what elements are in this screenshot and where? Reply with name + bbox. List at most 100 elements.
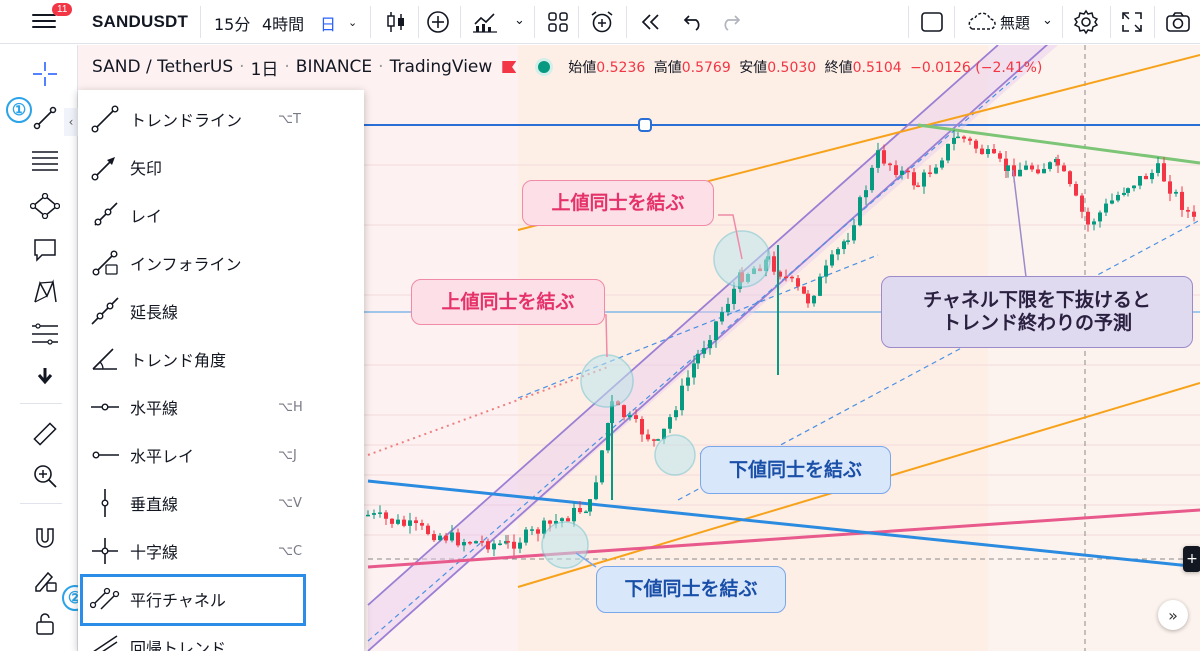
low-label: 安値 (739, 60, 768, 76)
trend-line-tool-icon[interactable] (28, 101, 62, 135)
candle-body (680, 385, 684, 411)
interval-dropdown-icon[interactable]: ⌄ (348, 16, 358, 29)
candle-body (952, 137, 956, 144)
toolbar-divider (626, 6, 627, 38)
collapse-toolbar-icon[interactable]: ‹ (64, 108, 78, 136)
candlestick-chart-icon[interactable] (382, 8, 410, 36)
callout-lower-lows-right: 下値同士を結ぶ (700, 446, 891, 494)
menu-item-extended-line[interactable]: 延長線 (78, 287, 364, 335)
layout-name[interactable]: 無題 (1000, 14, 1031, 32)
pattern-tool-icon[interactable] (28, 189, 62, 223)
menu-item-trend-angle[interactable]: トレンド角度 (78, 335, 364, 383)
horizontal-ray-icon (90, 440, 120, 470)
xabcd-pattern-icon[interactable] (28, 275, 62, 309)
menu-item-info-line[interactable]: インフォライン (78, 239, 364, 287)
cross-line-icon (90, 536, 120, 566)
compare-add-icon[interactable] (424, 8, 452, 36)
candle-body (468, 542, 472, 544)
fib-retracement-tool-icon[interactable] (28, 144, 62, 178)
parallel-channel-highlight (80, 574, 306, 626)
menu-item-horizontal-ray[interactable]: 水平レイ ⌥J (78, 431, 364, 479)
toolbar-divider (908, 6, 909, 38)
lock-drawing-pencil-icon[interactable] (28, 563, 62, 597)
layout-grid-icon[interactable] (544, 8, 572, 36)
zoom-in-icon[interactable] (28, 459, 62, 493)
main-menu-icon[interactable] (32, 10, 56, 34)
toolbar-divider (460, 6, 461, 38)
candle-body (796, 278, 800, 287)
candle-body (986, 149, 990, 155)
menu-item-parallel-channel[interactable]: 平行チャネル (78, 575, 364, 623)
fullscreen-expand-icon[interactable] (1118, 8, 1146, 36)
scroll-to-latest-button[interactable]: » (1158, 600, 1188, 630)
candle-body (480, 541, 484, 543)
candle-body (900, 170, 904, 175)
symbol-search-button[interactable]: SANDUSDT (92, 12, 189, 31)
candle-body (462, 542, 466, 546)
candle-body (408, 520, 412, 526)
interval-1d-button[interactable]: 日 (320, 15, 337, 34)
menu-item-arrow[interactable]: 矢印 (78, 143, 364, 191)
fullscreen-frame-icon[interactable] (918, 8, 946, 36)
candle-body (842, 241, 846, 250)
candle-body (824, 265, 828, 277)
menu-item-horizontal-line[interactable]: 水平線 ⌥H (78, 383, 364, 431)
menu-item-regression-trend[interactable]: 回帰トレンド (78, 623, 364, 651)
add-price-plus-icon[interactable]: + (1183, 546, 1200, 572)
legend-pair[interactable]: SAND / TetherUS (92, 57, 234, 77)
candle-body (594, 482, 598, 500)
flag-icon[interactable] (502, 61, 517, 73)
replay-icon[interactable] (636, 8, 664, 36)
indicators-dropdown-icon[interactable]: ⌄ (514, 13, 525, 28)
snapshot-camera-icon[interactable] (1164, 8, 1192, 36)
candle-body (882, 150, 886, 164)
annotation-comment-icon[interactable] (28, 233, 62, 267)
candle-body (790, 276, 794, 279)
candle-body (1062, 165, 1066, 172)
menu-item-vertical-line[interactable]: 垂直線 ⌥V (78, 479, 364, 527)
crosshair-cursor-icon[interactable] (28, 57, 62, 91)
legend-interval: 1日 (250, 59, 279, 80)
more-tools-down-arrow-icon[interactable] (28, 359, 62, 393)
candle-body (772, 256, 776, 272)
candle-body (390, 518, 394, 524)
candle-body (372, 513, 376, 515)
candle-body (652, 439, 656, 441)
callout-upper-highs-right: 上値同士を結ぶ (522, 180, 714, 226)
candle-body (1074, 184, 1078, 196)
interval-4h-button[interactable]: 4時間 (262, 15, 305, 34)
redo-icon[interactable] (716, 8, 744, 36)
indicators-icon[interactable] (472, 8, 500, 36)
unlock-icon[interactable] (28, 607, 62, 641)
magnet-icon[interactable] (28, 521, 62, 555)
ruler-measure-icon[interactable] (28, 417, 62, 451)
top-toolbar: 11 SANDUSDT 15分 4時間 日 ⌄ ⌄ 無題 ⌄ (0, 0, 1200, 44)
menu-item-label: レイ (130, 207, 163, 226)
undo-icon[interactable] (680, 8, 708, 36)
alarm-add-icon[interactable] (588, 8, 616, 36)
candle-body (420, 523, 424, 526)
regression-trend-icon (90, 632, 120, 651)
horizontal-line-icon (90, 392, 120, 422)
settings-gear-icon[interactable] (1072, 8, 1100, 36)
menu-item-ray[interactable]: レイ (78, 191, 364, 239)
menu-item-cross-line[interactable]: 十字線 ⌥C (78, 527, 364, 575)
forecast-tool-icon[interactable] (28, 317, 62, 351)
interval-15m-button[interactable]: 15分 (214, 15, 251, 34)
candle-body (836, 249, 840, 255)
candle-body (1068, 171, 1072, 185)
trend-angle-icon (90, 344, 120, 374)
toolbar-divider (1154, 6, 1155, 38)
cloud-save-icon[interactable] (962, 8, 998, 36)
candle-body (846, 240, 850, 242)
high-value: 0.5769 (681, 60, 731, 76)
candle-body (456, 532, 460, 546)
candle-body (1110, 200, 1114, 204)
candle-body (1132, 185, 1136, 189)
menu-item-trend-line[interactable]: トレンドライン ⌥T (78, 95, 364, 143)
layout-dropdown-icon[interactable]: ⌄ (1042, 13, 1053, 28)
menu-item-label: 平行チャネル (130, 591, 226, 610)
notification-badge: 11 (52, 3, 73, 16)
low-value: 0.5030 (767, 60, 817, 76)
candle-body (1116, 194, 1120, 201)
